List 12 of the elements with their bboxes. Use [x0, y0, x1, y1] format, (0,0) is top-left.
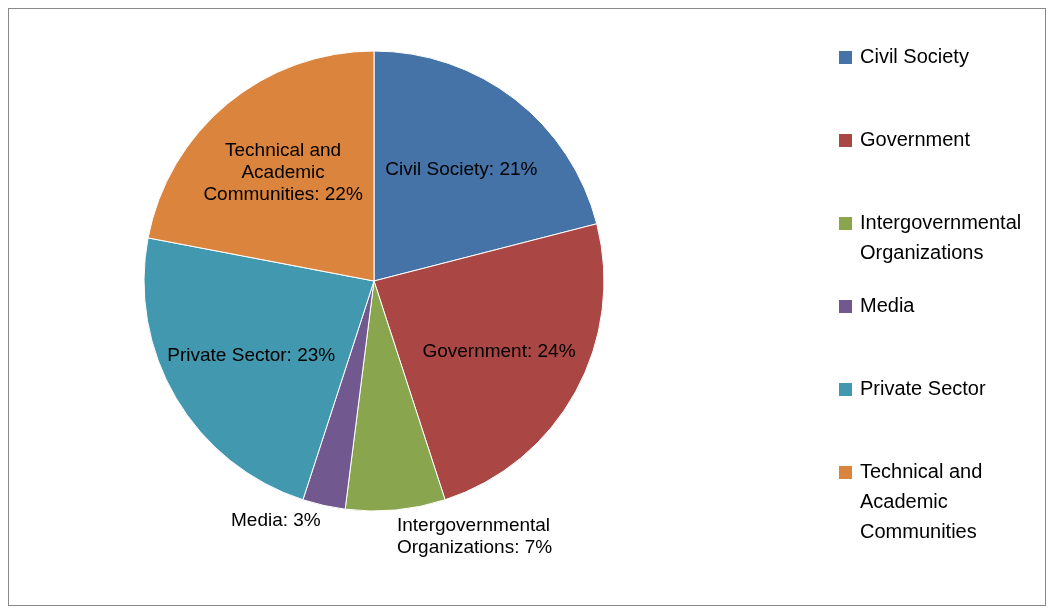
legend-label: Private Sector [860, 376, 986, 401]
data-label: Media: 3% [230, 508, 321, 530]
legend-label: Intergovernmental Organizations [860, 210, 1023, 265]
legend-label: Government [860, 127, 971, 152]
legend-label: Civil Society [860, 44, 969, 69]
data-label: Private Sector: 23% [167, 343, 336, 365]
data-label: Intergovernmental Organizations: 7% [396, 513, 553, 557]
data-label: Technical and Academic Communities: 22% [203, 138, 363, 204]
legend-label: Technical and Academic Communities [860, 459, 984, 544]
legend-label: Media [860, 293, 915, 318]
data-label: Civil Society: 21% [385, 157, 538, 179]
data-label: Government: 24% [422, 339, 576, 361]
